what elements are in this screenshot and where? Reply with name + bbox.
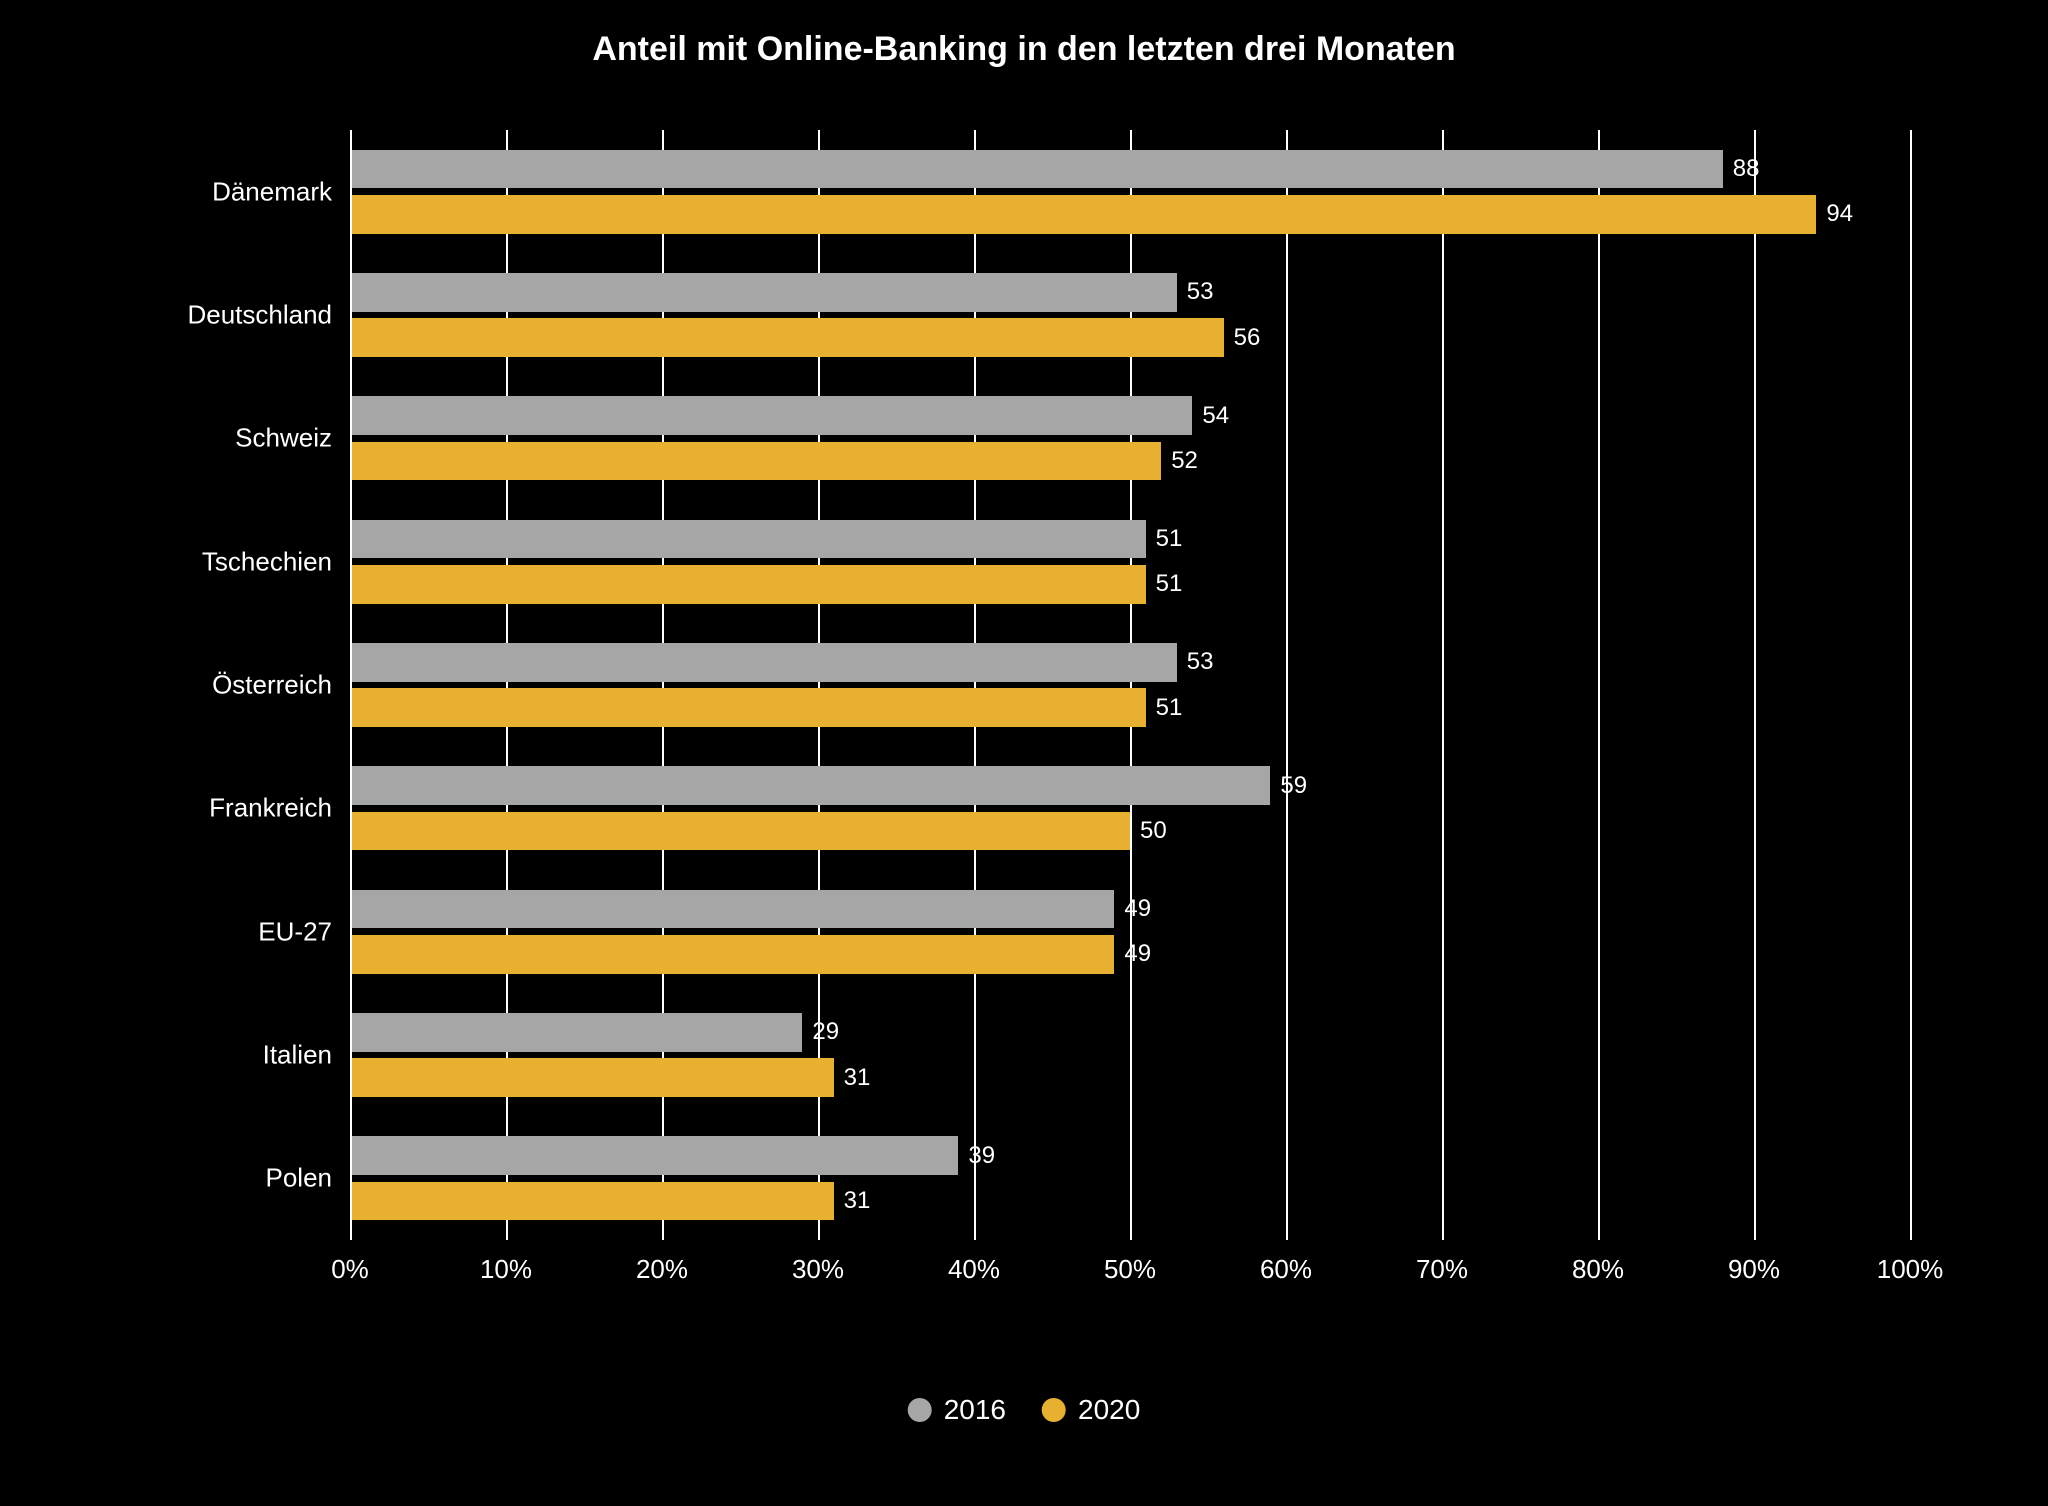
bar <box>350 565 1146 604</box>
plot-area: 889453565452515153515950494929313931 <box>350 130 1910 1240</box>
gridline <box>1754 130 1756 1240</box>
y-axis-line <box>350 130 352 1240</box>
bar-value-label: 59 <box>1280 772 1307 800</box>
x-tick-label: 80% <box>1572 1254 1624 1285</box>
x-tick-label: 60% <box>1260 1254 1312 1285</box>
bar-value-label: 49 <box>1124 940 1151 968</box>
bar <box>350 643 1177 682</box>
y-category-label: Dänemark <box>212 176 332 207</box>
gridline <box>1598 130 1600 1240</box>
bar <box>350 396 1192 435</box>
legend-item: 2020 <box>1042 1394 1140 1426</box>
bar-value-label: 54 <box>1202 402 1229 430</box>
y-category-label: Italien <box>263 1040 332 1071</box>
bar-value-label: 53 <box>1187 648 1214 676</box>
chart-title: Anteil mit Online-Banking in den letzten… <box>0 30 2048 69</box>
y-category-label: Polen <box>266 1163 333 1194</box>
gridline <box>1910 130 1912 1240</box>
bar-value-label: 51 <box>1156 694 1183 722</box>
x-tick-label: 40% <box>948 1254 1000 1285</box>
x-tick-label: 0% <box>331 1254 369 1285</box>
x-tick-label: 100% <box>1877 1254 1944 1285</box>
y-category-label: Tschechien <box>202 546 332 577</box>
bar <box>350 318 1224 357</box>
legend: 2016 2020 <box>908 1394 1141 1426</box>
bar-value-label: 94 <box>1826 200 1853 228</box>
bar-value-label: 52 <box>1171 447 1198 475</box>
bar <box>350 195 1816 234</box>
x-tick-label: 50% <box>1104 1254 1156 1285</box>
bar <box>350 688 1146 727</box>
legend-label: 2020 <box>1078 1394 1140 1426</box>
bar <box>350 442 1161 481</box>
bar-value-label: 53 <box>1187 278 1214 306</box>
legend-label: 2016 <box>944 1394 1006 1426</box>
bar-value-label: 88 <box>1733 155 1760 183</box>
bar <box>350 935 1114 974</box>
x-tick-label: 30% <box>792 1254 844 1285</box>
bar-value-label: 56 <box>1234 324 1261 352</box>
gridline <box>1442 130 1444 1240</box>
chart-container: Anteil mit Online-Banking in den letzten… <box>0 0 2048 1506</box>
bar-value-label: 31 <box>844 1187 871 1215</box>
bar <box>350 520 1146 559</box>
bar <box>350 1058 834 1097</box>
bar <box>350 273 1177 312</box>
bar-value-label: 51 <box>1156 570 1183 598</box>
bar <box>350 150 1723 189</box>
bar-value-label: 39 <box>968 1142 995 1170</box>
bar <box>350 812 1130 851</box>
gridline <box>1286 130 1288 1240</box>
y-category-label: Deutschland <box>187 300 332 331</box>
legend-item: 2016 <box>908 1394 1006 1426</box>
bar-value-label: 50 <box>1140 817 1167 845</box>
bar <box>350 890 1114 929</box>
bar-value-label: 29 <box>812 1018 839 1046</box>
x-tick-label: 70% <box>1416 1254 1468 1285</box>
y-category-label: Frankreich <box>209 793 332 824</box>
legend-swatch <box>908 1398 932 1422</box>
x-tick-label: 90% <box>1728 1254 1780 1285</box>
y-category-label: EU-27 <box>258 916 332 947</box>
x-tick-label: 10% <box>480 1254 532 1285</box>
legend-swatch <box>1042 1398 1066 1422</box>
bar <box>350 1136 958 1175</box>
x-tick-label: 20% <box>636 1254 688 1285</box>
y-category-label: Schweiz <box>235 423 332 454</box>
bar-value-label: 51 <box>1156 525 1183 553</box>
bar <box>350 1013 802 1052</box>
bar <box>350 766 1270 805</box>
bar-value-label: 31 <box>844 1064 871 1092</box>
bar <box>350 1182 834 1221</box>
bar-value-label: 49 <box>1124 895 1151 923</box>
y-category-label: Österreich <box>212 670 332 701</box>
